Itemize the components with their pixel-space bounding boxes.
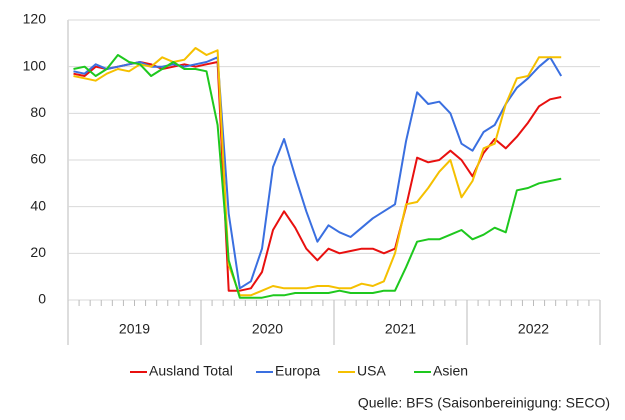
x-group-label: 2021: [385, 321, 416, 337]
legend-label: Asien: [433, 363, 468, 379]
y-tick-label: 40: [30, 197, 46, 213]
x-group-label: 2020: [252, 321, 283, 337]
y-tick-label: 100: [23, 57, 47, 73]
source-note: Quelle: BFS (Saisonbereinigung: SECO): [358, 395, 610, 411]
legend-label: Ausland Total: [149, 363, 233, 379]
legend-label: Europa: [275, 363, 320, 379]
y-tick-label: 20: [30, 244, 46, 260]
series-line: [73, 54, 562, 299]
series-line: [73, 61, 562, 292]
y-tick-label: 120: [23, 11, 47, 27]
x-group-label: 2022: [518, 321, 549, 337]
legend-label: USA: [357, 363, 386, 379]
y-tick-label: 0: [38, 291, 46, 307]
series-line: [73, 56, 563, 290]
x-group-label: 2019: [119, 321, 150, 337]
series-line: [73, 47, 562, 297]
y-tick-label: 80: [30, 104, 46, 120]
y-tick-label: 60: [30, 151, 46, 167]
